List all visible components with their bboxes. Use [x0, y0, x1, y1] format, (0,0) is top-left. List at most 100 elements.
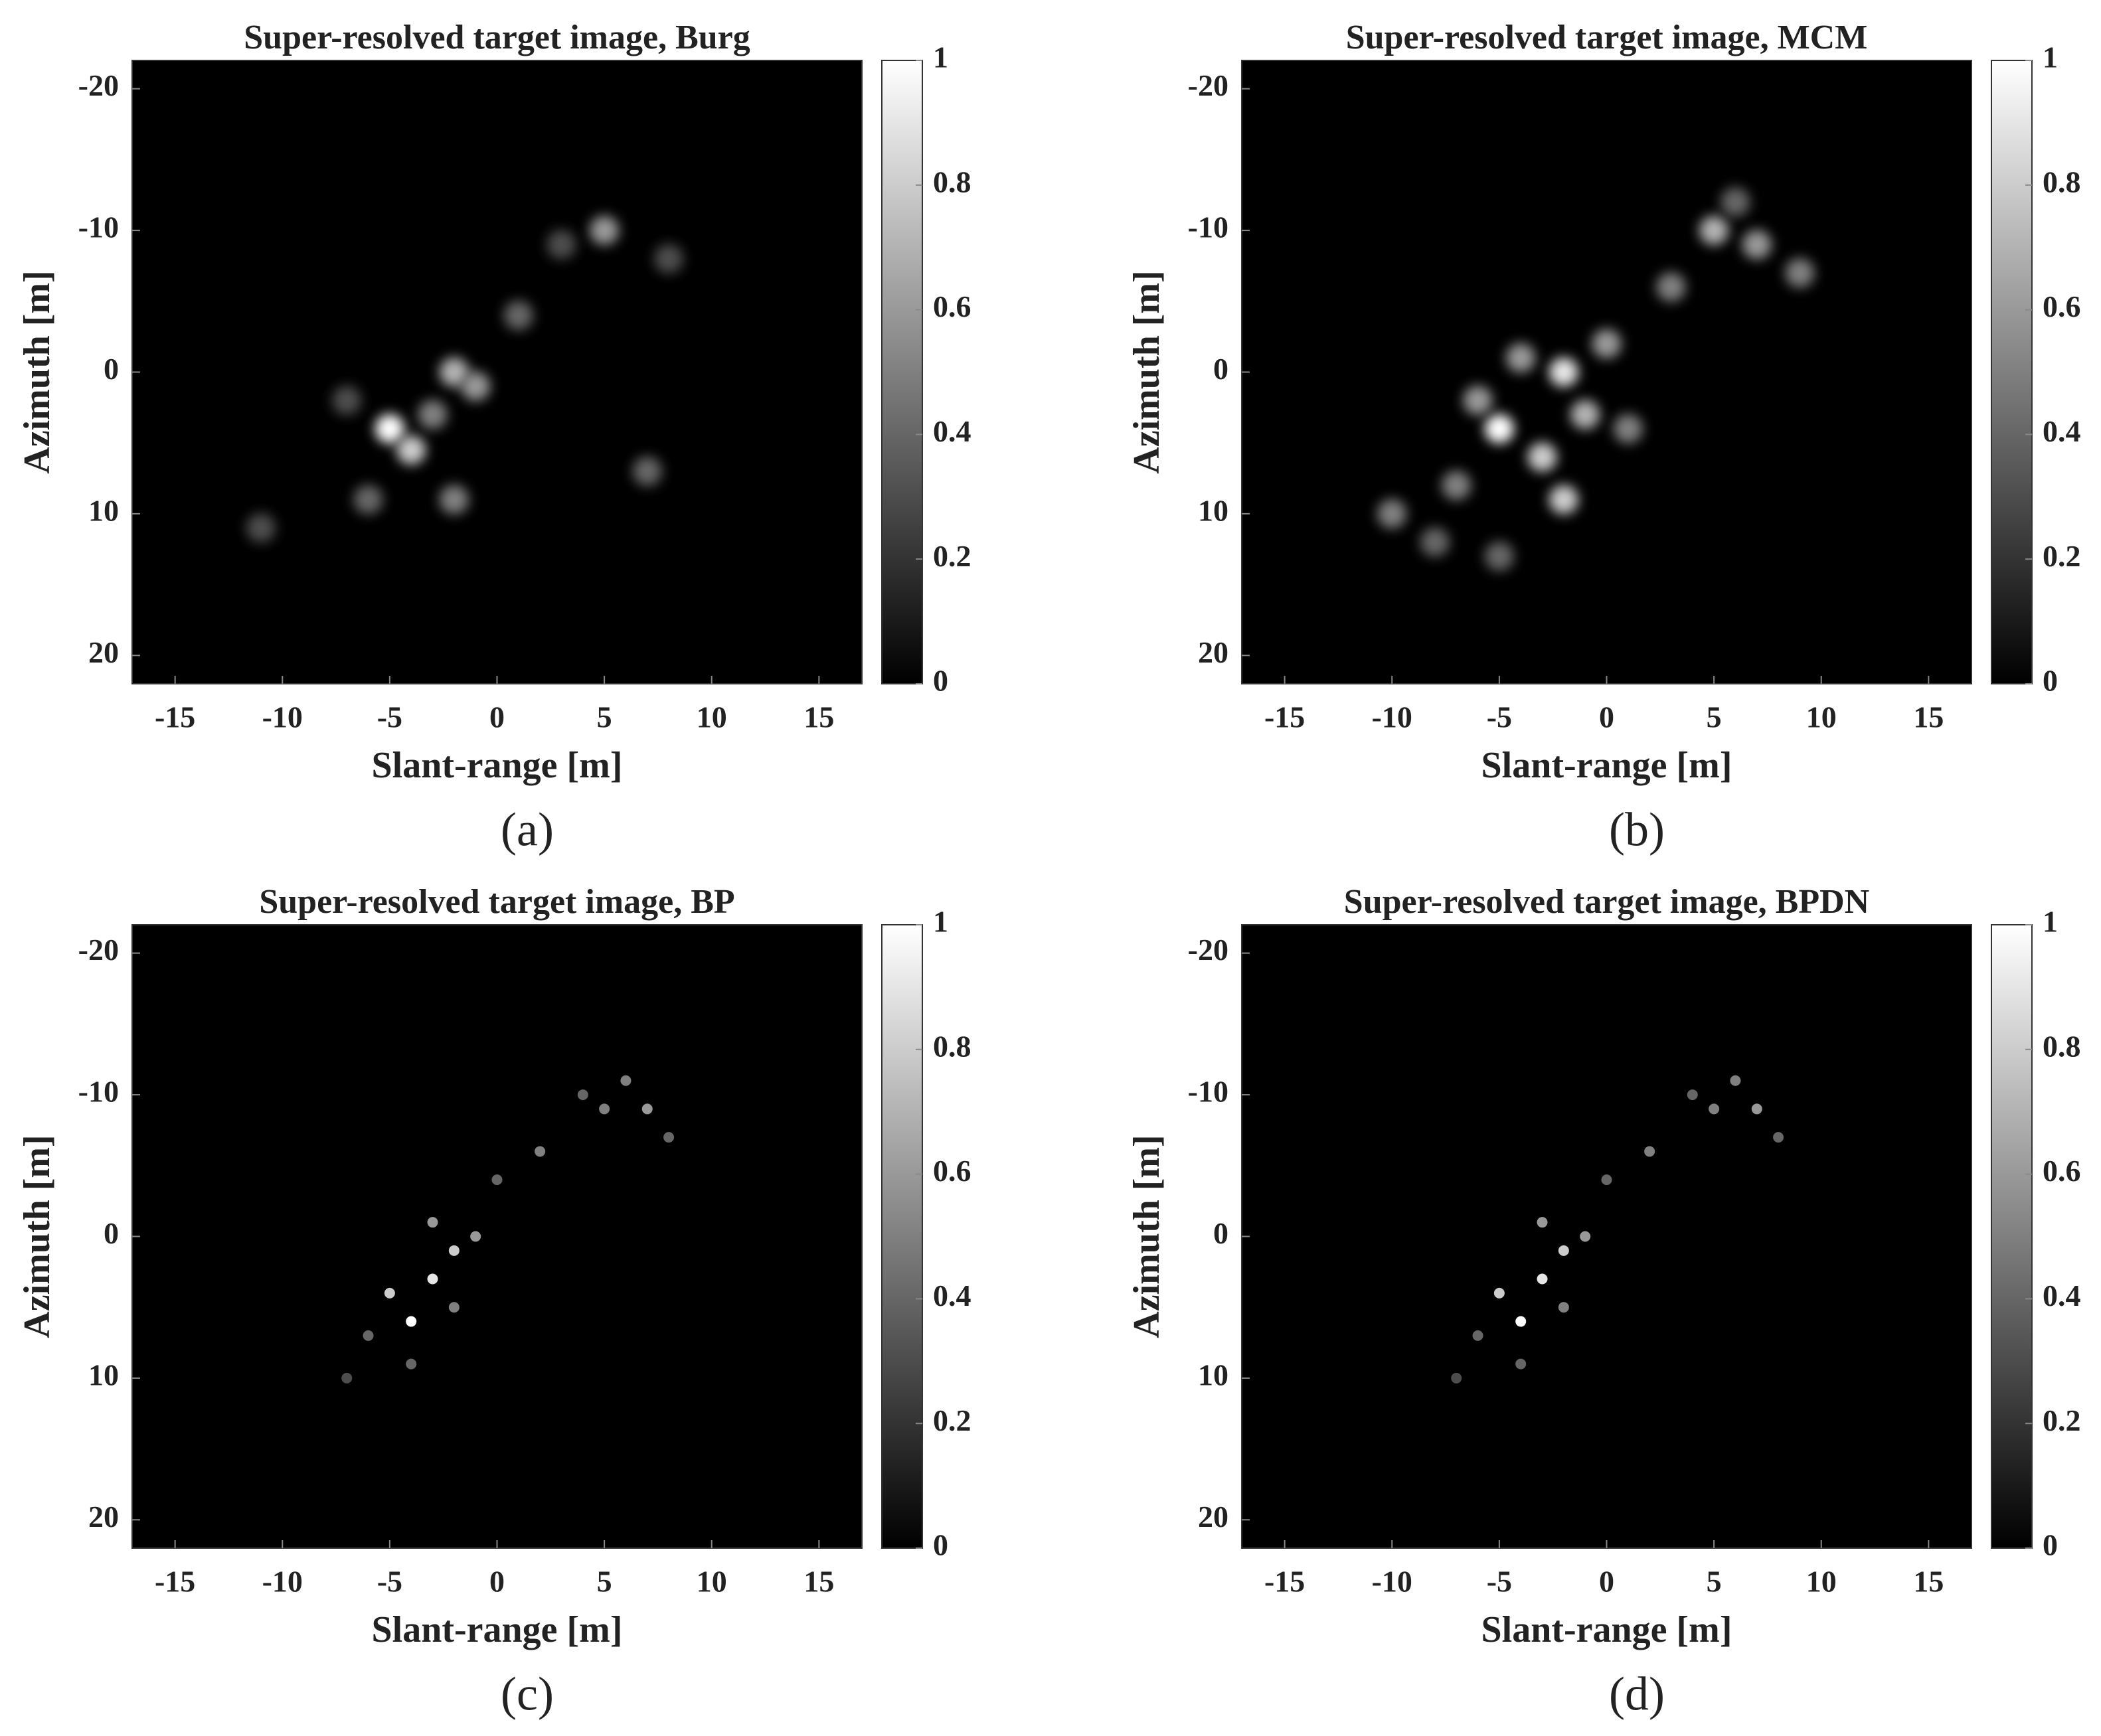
intensity-spot	[1537, 1217, 1548, 1228]
colorbar-tick-label: 0	[933, 664, 948, 698]
intensity-spot	[1442, 471, 1471, 501]
y-tick-label: -10	[1188, 1075, 1228, 1109]
intensity-spot	[620, 1075, 631, 1086]
y-tick-label: 20	[1198, 1500, 1228, 1534]
panel-label: (b)	[1609, 803, 1665, 856]
x-tick-label: 0	[1599, 1565, 1614, 1599]
intensity-spot	[1537, 1273, 1548, 1285]
intensity-spot	[1558, 1245, 1569, 1256]
intensity-spot	[1493, 1287, 1505, 1299]
y-tick-label: -20	[1188, 933, 1228, 967]
y-tick-label: -20	[1188, 68, 1228, 102]
plot-area	[1242, 925, 1972, 1548]
colorbar-tick-label: 0.4	[2043, 1279, 2081, 1312]
intensity-spot	[461, 371, 491, 401]
plot-area	[132, 60, 862, 684]
panel-label: (a)	[501, 803, 554, 856]
chart-title: Super-resolved target image, BPDN	[1344, 883, 1869, 921]
intensity-spot	[1580, 1231, 1591, 1242]
intensity-spot	[439, 357, 469, 387]
intensity-spot	[406, 1316, 417, 1327]
x-tick-label: -15	[155, 1565, 195, 1599]
x-tick-label: -5	[1487, 1565, 1512, 1599]
colorbar-tick-label: 0	[933, 1528, 948, 1562]
intensity-spot	[632, 456, 662, 486]
x-tick-label: 10	[697, 700, 727, 734]
colorbar-tick-label: 0	[2043, 664, 2058, 698]
intensity-spot	[1751, 1103, 1762, 1115]
intensity-spot	[491, 1174, 503, 1186]
colorbar-tick-label: 0.2	[2043, 539, 2081, 573]
intensity-spot	[396, 435, 426, 465]
colorbar-tick-label: 0.2	[2043, 1403, 2081, 1437]
y-tick-label: 10	[1198, 493, 1228, 527]
intensity-spot	[1558, 1302, 1569, 1313]
plot-area	[1242, 60, 1972, 684]
x-tick-label: -5	[1487, 700, 1512, 734]
image	[341, 1075, 675, 1383]
colorbar-tick-label: 0.8	[2043, 165, 2081, 198]
y-tick-label: 0	[1213, 352, 1228, 386]
chart-title: Super-resolved target image, Burg	[244, 19, 750, 56]
x-tick-label: 5	[597, 700, 612, 734]
y-tick-label: 0	[104, 1216, 119, 1250]
x-axis-label: Slant-range [m]	[1481, 745, 1732, 786]
x-tick-label: 5	[1707, 1565, 1722, 1599]
x-tick-label: 0	[489, 700, 505, 734]
image	[1451, 1075, 1784, 1383]
intensity-spot	[1472, 1330, 1483, 1341]
y-tick-label: 20	[1198, 635, 1228, 669]
chart-title: Super-resolved target image, BP	[259, 883, 734, 921]
intensity-spot	[1785, 258, 1815, 288]
x-tick-label: 0	[489, 1565, 505, 1599]
y-axis-label: Azimuth [m]	[1126, 270, 1167, 473]
colorbar-tick-label: 1	[2043, 905, 2058, 939]
x-tick-label: 10	[697, 1565, 727, 1599]
colorbar-tick-label: 0.4	[2043, 414, 2081, 448]
x-tick-label: -15	[155, 700, 195, 734]
y-tick-label: 10	[1198, 1358, 1228, 1391]
x-tick-label: -10	[1372, 700, 1412, 734]
intensity-spot	[341, 1372, 353, 1383]
x-axis-label: Slant-range [m]	[1481, 1609, 1732, 1650]
colorbar	[881, 924, 923, 1549]
intensity-spot	[641, 1103, 653, 1115]
intensity-spot	[384, 1287, 395, 1299]
intensity-spot	[1730, 1075, 1741, 1086]
intensity-spot	[363, 1330, 374, 1341]
panel-label: (d)	[1609, 1668, 1665, 1721]
x-axis-label: Slant-range [m]	[372, 1609, 623, 1650]
y-axis-label: Azimuth [m]	[17, 1135, 58, 1338]
image	[1377, 187, 1815, 571]
x-tick-label: -10	[262, 1565, 303, 1599]
intensity-spot	[663, 1132, 675, 1143]
colorbar-tick-label: 1	[933, 40, 948, 74]
intensity-spot	[546, 230, 576, 260]
colorbar-tick-label: 0.2	[933, 539, 971, 573]
x-tick-label: 5	[597, 1565, 612, 1599]
intensity-spot	[246, 513, 276, 543]
intensity-spot	[577, 1089, 588, 1101]
y-tick-label: -20	[78, 933, 119, 967]
x-tick-label: -5	[377, 1565, 402, 1599]
intensity-spot	[1515, 1358, 1527, 1370]
y-tick-label: -10	[78, 1075, 119, 1109]
colorbar	[1991, 60, 2033, 684]
intensity-spot	[1644, 1146, 1655, 1157]
x-tick-label: 5	[1707, 700, 1722, 734]
x-tick-label: 0	[1599, 700, 1614, 734]
intensity-spot	[1570, 400, 1600, 430]
intensity-spot	[1484, 541, 1514, 571]
x-tick-label: -15	[1264, 1565, 1305, 1599]
x-tick-label: 15	[803, 700, 834, 734]
intensity-spot	[1515, 1316, 1527, 1327]
x-axis-label: Slant-range [m]	[372, 745, 623, 786]
intensity-spot	[1506, 343, 1536, 373]
x-tick-label: 10	[1806, 700, 1837, 734]
y-axis-label: Azimuth [m]	[17, 270, 58, 473]
colorbar-tick-label: 0.6	[933, 289, 971, 323]
intensity-spot	[503, 301, 533, 331]
intensity-spot	[1549, 485, 1578, 514]
intensity-spot	[1709, 1103, 1720, 1115]
